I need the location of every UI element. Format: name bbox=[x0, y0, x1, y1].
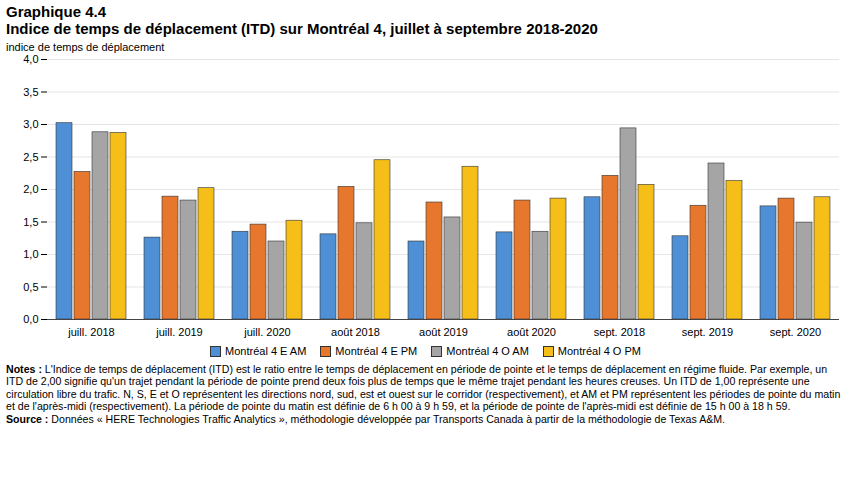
svg-text:juill. 2020: juill. 2020 bbox=[243, 326, 290, 338]
html-text:Montréal 4 E AM: Montréal 4 E AM bbox=[225, 345, 307, 357]
html-text:Notes : L'Indice de temps de d: Notes : L'Indice de temps de déplacement… bbox=[6, 363, 841, 413]
svg-text:2,5: 2,5 bbox=[23, 151, 38, 163]
html-text:Graphique 4.4: Graphique 4.4 bbox=[6, 3, 106, 20]
svg-text:août 2018: août 2018 bbox=[331, 326, 380, 338]
svg-text:1,0: 1,0 bbox=[23, 248, 38, 260]
html-text:indice de temps de déplacement: indice de temps de déplacement bbox=[6, 41, 165, 53]
svg-text:août 2019: août 2019 bbox=[419, 326, 468, 338]
svg-text:juill. 2018: juill. 2018 bbox=[67, 326, 114, 338]
svg-text:3,5: 3,5 bbox=[23, 86, 38, 98]
svg-text:4,0: 4,0 bbox=[23, 53, 38, 65]
svg-text:3,0: 3,0 bbox=[23, 118, 38, 130]
svg-text:1,5: 1,5 bbox=[23, 216, 38, 228]
html-text:Montréal 4 E PM: Montréal 4 E PM bbox=[335, 345, 418, 357]
html-text:Source : Données « HERE Techno: Source : Données « HERE Technologies Tra… bbox=[6, 412, 725, 425]
svg-text:août 2020: août 2020 bbox=[507, 326, 556, 338]
svg-text:sept. 2020: sept. 2020 bbox=[770, 326, 821, 338]
svg-text:0,5: 0,5 bbox=[23, 281, 38, 293]
html-text:Montréal 4 O PM: Montréal 4 O PM bbox=[557, 345, 641, 357]
html-text:Montréal 4 O AM: Montréal 4 O AM bbox=[446, 345, 529, 357]
svg-text:0,0: 0,0 bbox=[23, 313, 38, 325]
svg-text:sept. 2018: sept. 2018 bbox=[594, 326, 645, 338]
html-text:Indice de temps de déplacement: Indice de temps de déplacement (ITD) sur… bbox=[6, 20, 598, 37]
svg-text:sept. 2019: sept. 2019 bbox=[682, 326, 733, 338]
svg-text:2,0: 2,0 bbox=[23, 183, 38, 195]
svg-text:juill. 2019: juill. 2019 bbox=[155, 326, 202, 338]
